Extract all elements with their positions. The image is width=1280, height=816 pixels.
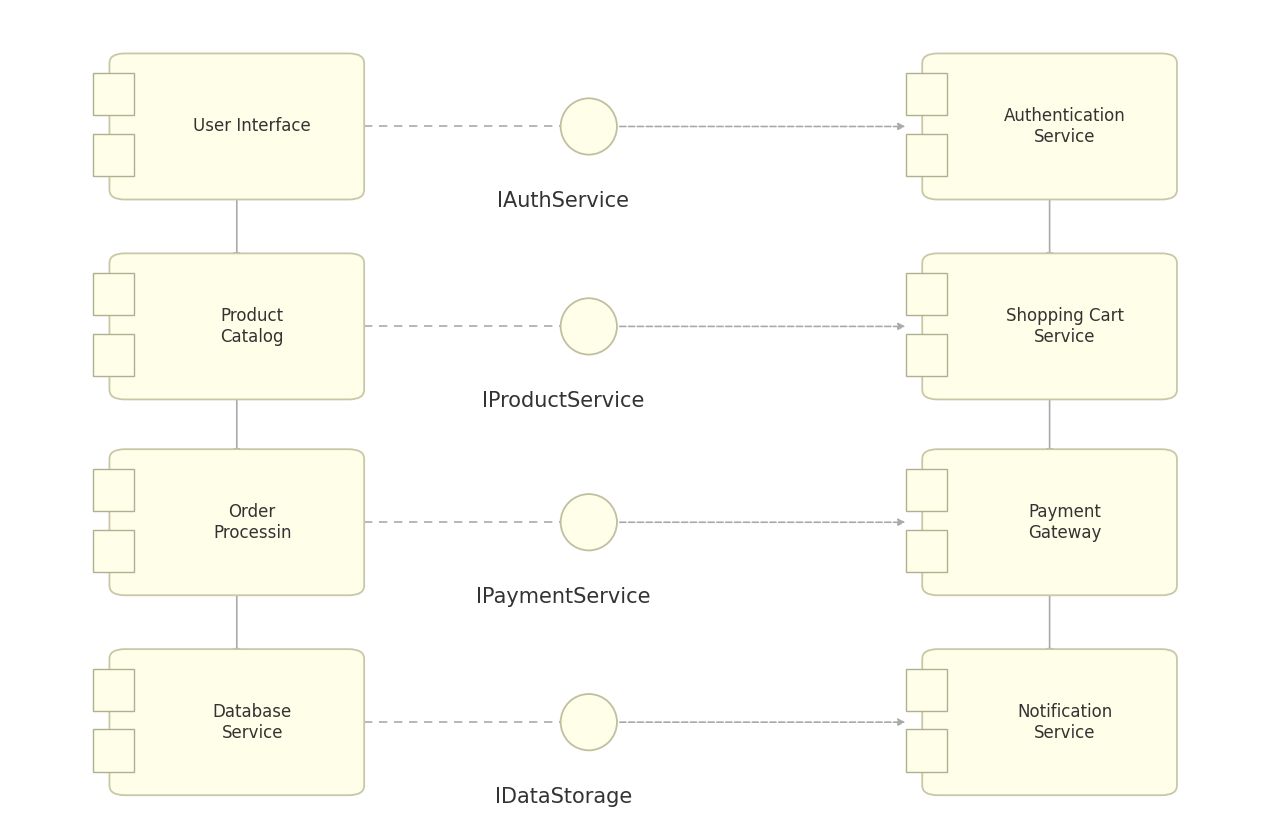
Text: Shopping Cart
Service: Shopping Cart Service	[1006, 307, 1124, 346]
FancyBboxPatch shape	[93, 273, 134, 316]
FancyBboxPatch shape	[906, 73, 947, 116]
FancyBboxPatch shape	[110, 254, 364, 400]
Text: Product
Catalog: Product Catalog	[220, 307, 284, 346]
FancyBboxPatch shape	[906, 468, 947, 511]
Text: IDataStorage: IDataStorage	[494, 787, 632, 807]
Ellipse shape	[561, 98, 617, 155]
FancyBboxPatch shape	[93, 730, 134, 772]
FancyBboxPatch shape	[906, 134, 947, 176]
Text: Order
Processin: Order Processin	[212, 503, 292, 542]
FancyBboxPatch shape	[906, 730, 947, 772]
Text: Database
Service: Database Service	[212, 703, 292, 742]
FancyBboxPatch shape	[906, 669, 947, 711]
FancyBboxPatch shape	[110, 650, 364, 795]
Ellipse shape	[561, 298, 617, 355]
Ellipse shape	[561, 694, 617, 751]
FancyBboxPatch shape	[93, 73, 134, 116]
FancyBboxPatch shape	[906, 334, 947, 376]
Text: IAuthService: IAuthService	[497, 192, 630, 211]
Text: User Interface: User Interface	[193, 118, 311, 135]
Text: Payment
Gateway: Payment Gateway	[1028, 503, 1102, 542]
FancyBboxPatch shape	[93, 530, 134, 572]
FancyBboxPatch shape	[922, 650, 1176, 795]
Text: IProductService: IProductService	[483, 392, 644, 411]
Text: Authentication
Service: Authentication Service	[1004, 107, 1126, 146]
FancyBboxPatch shape	[110, 449, 364, 596]
FancyBboxPatch shape	[922, 54, 1176, 200]
Ellipse shape	[561, 494, 617, 551]
FancyBboxPatch shape	[93, 468, 134, 511]
FancyBboxPatch shape	[110, 54, 364, 200]
FancyBboxPatch shape	[922, 449, 1176, 596]
Text: Notification
Service: Notification Service	[1018, 703, 1112, 742]
Text: IPaymentService: IPaymentService	[476, 588, 650, 607]
FancyBboxPatch shape	[922, 254, 1176, 400]
FancyBboxPatch shape	[906, 530, 947, 572]
FancyBboxPatch shape	[906, 273, 947, 316]
FancyBboxPatch shape	[93, 669, 134, 711]
FancyBboxPatch shape	[93, 134, 134, 176]
FancyBboxPatch shape	[93, 334, 134, 376]
